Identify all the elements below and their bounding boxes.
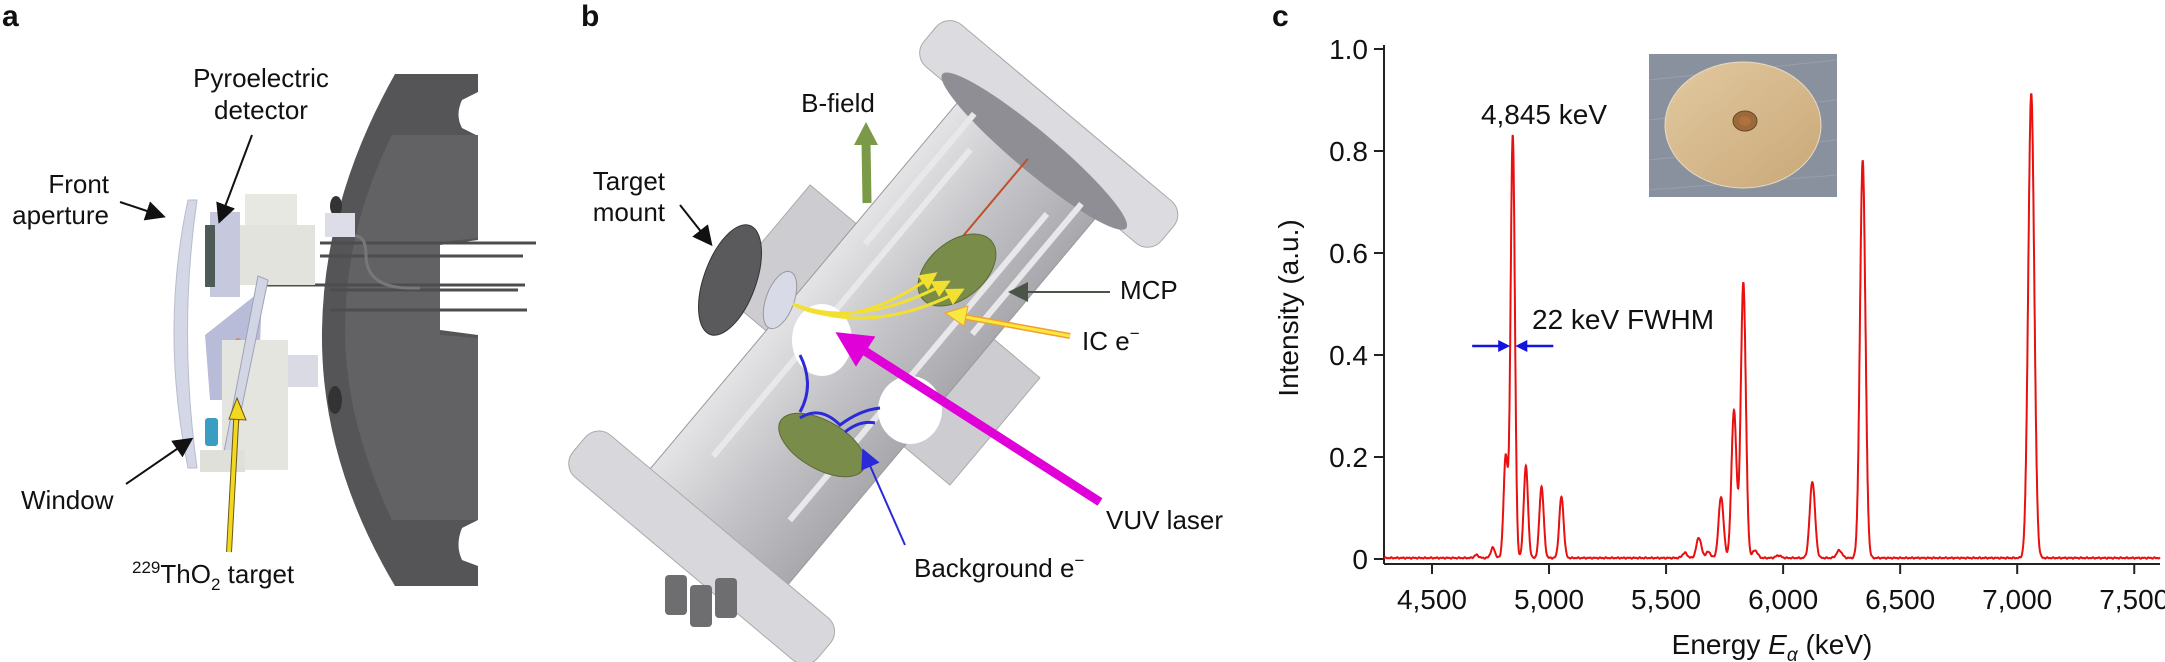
window-base — [200, 450, 245, 472]
y-tick-label: 0 — [1352, 544, 1368, 575]
port-hole — [878, 376, 942, 444]
feedthrough-pins — [260, 241, 536, 312]
x-tick-label: 7,000 — [1982, 584, 2052, 615]
pyro-arrow — [216, 134, 253, 224]
pyroelectric-label: Pyroelectric — [193, 63, 329, 93]
signal-cable — [354, 234, 420, 290]
fwhm-label: 22 keV FWHM — [1532, 304, 1714, 335]
target-mount-arrow — [679, 204, 713, 247]
background-arrow — [861, 448, 906, 546]
inset-photo — [1648, 54, 1838, 197]
panel-letter-a: a — [2, 0, 19, 33]
panel-c: c 0 0.2 0.4 0.6 0.8 1.0 4,500 5,000 5,500 6,000 6,… — [1272, 0, 2165, 662]
front-aperture-arrow — [119, 201, 166, 221]
flange-inner-face — [345, 135, 478, 520]
holder-block — [233, 225, 315, 285]
y-tick-label: 0.4 — [1329, 340, 1368, 371]
x-tick-label: 7,500 — [2099, 584, 2165, 615]
ic-arrowhead — [943, 305, 969, 327]
flange-hole-icon — [330, 196, 342, 216]
window-label: Window — [21, 485, 114, 515]
spectrum-line — [1383, 93, 2161, 560]
y-tick-label: 0.8 — [1329, 136, 1368, 167]
target-mount — [698, 224, 762, 336]
target-mount-label: Target — [593, 166, 666, 196]
ic-electron-trajectories — [792, 272, 965, 320]
x-tick-label: 5,000 — [1514, 584, 1584, 615]
fwhm-arrowhead-right — [1515, 340, 1528, 352]
detector-rendering — [173, 74, 536, 586]
y-axis-label: Intensity (a.u.) — [1273, 219, 1304, 396]
mcp-label: MCP — [1120, 275, 1178, 305]
fwhm-arrows — [1472, 340, 1554, 352]
x-axis-label: Energy Eα (keV) — [1672, 629, 1873, 662]
x-tick-label: 4,500 — [1397, 584, 1467, 615]
panel-a: a — [2, 0, 536, 594]
b-field-arrow — [861, 141, 872, 204]
vuv-laser-beam — [835, 332, 1103, 506]
window-arrow — [125, 437, 194, 485]
peak-label: 4,845 keV — [1481, 99, 1607, 130]
panel-letter-b: b — [581, 0, 599, 33]
x-tick-label: 5,500 — [1631, 584, 1701, 615]
target-arrowhead — [228, 396, 247, 421]
window — [205, 418, 218, 446]
background-electron-label: Background e− — [914, 551, 1084, 583]
vuv-laser-label: VUV laser — [1106, 505, 1223, 535]
ic-arrow — [959, 314, 1071, 338]
bottom-connectors — [665, 575, 737, 627]
lower-block-side — [288, 355, 318, 387]
y-tick-label: 0.6 — [1329, 238, 1368, 269]
flange-hole-icon — [328, 386, 342, 414]
y-tick-label: 1.0 — [1329, 34, 1368, 65]
panel-b: b — [568, 0, 1223, 662]
b-field-arrowhead — [854, 122, 878, 145]
ic-electron-label: IC e− — [1082, 324, 1140, 356]
y-tick-label: 0.2 — [1329, 442, 1368, 473]
panel-letter-c: c — [1272, 0, 1289, 33]
front-aperture-plate — [173, 199, 198, 469]
front-aperture-label: Front — [48, 169, 109, 199]
connector-block — [325, 213, 355, 237]
x-tick-label: 6,000 — [1748, 584, 1818, 615]
target-arrow — [227, 404, 239, 553]
x-tick-label: 6,500 — [1865, 584, 1935, 615]
fwhm-arrowhead-left — [1498, 340, 1511, 352]
target-label: 229ThO2 target — [132, 558, 295, 594]
pyroelectric-detector — [205, 225, 215, 287]
b-field-label: B-field — [801, 88, 875, 118]
pyroelectric-label: detector — [214, 95, 308, 125]
front-aperture-label: aperture — [12, 200, 109, 230]
target-mount-label: mount — [593, 197, 666, 227]
background-electron-trajectories — [798, 354, 881, 434]
chart-axes: 0 0.2 0.4 0.6 0.8 1.0 4,500 5,000 5,500 6,000 6,50… — [1329, 34, 2165, 615]
